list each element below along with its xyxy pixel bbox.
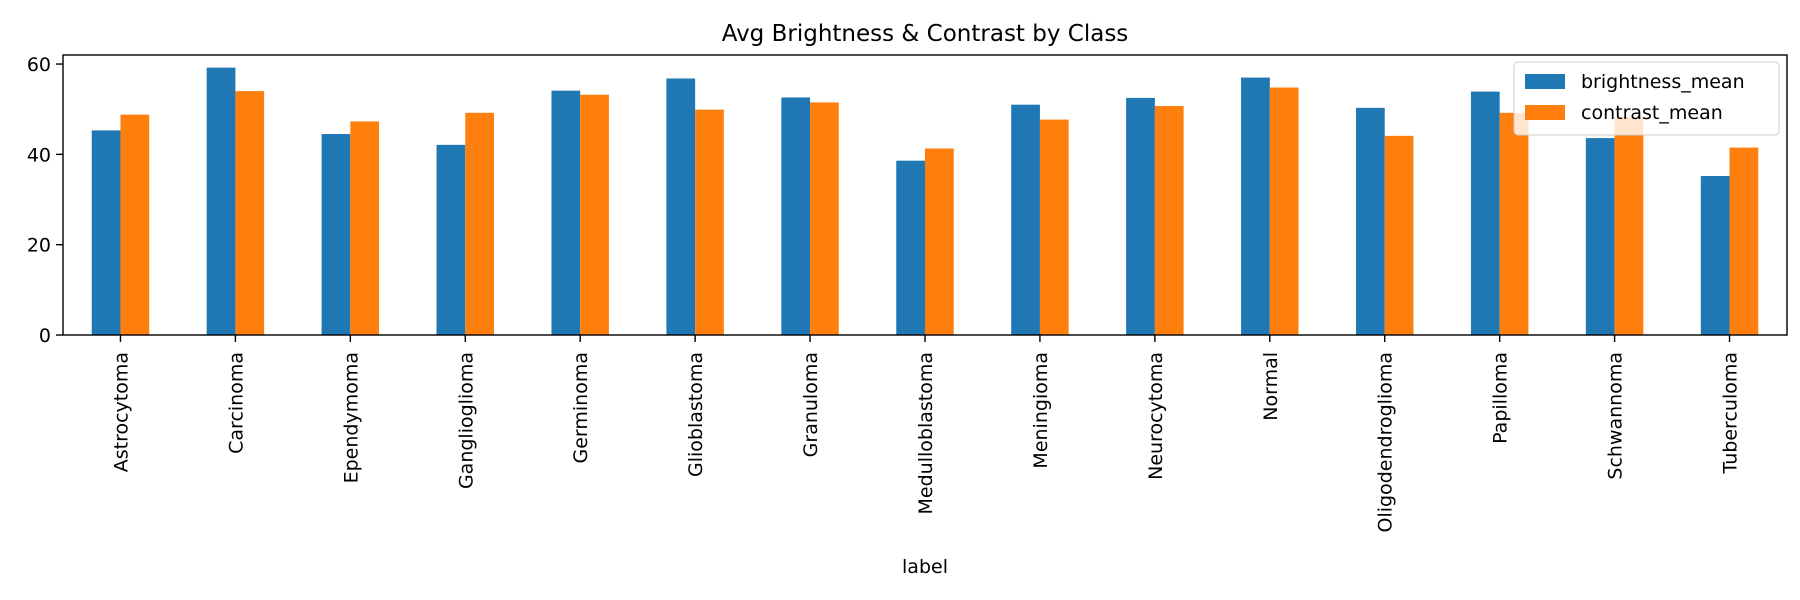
- x-tick-label: Granuloma: [800, 352, 822, 457]
- y-tick-label: 0: [39, 325, 51, 347]
- bar-brightness-mean: [1700, 176, 1730, 335]
- bar-contrast-mean: [120, 114, 150, 335]
- bar-contrast-mean: [235, 91, 265, 336]
- bar-contrast-mean: [1499, 112, 1529, 335]
- bar-contrast-mean: [580, 94, 609, 335]
- bar-brightness-mean: [666, 78, 696, 335]
- x-tick-label: Normal: [1260, 352, 1282, 421]
- x-tick-label: Ganglioglioma: [455, 352, 477, 489]
- bar-contrast-mean: [1269, 87, 1299, 335]
- y-tick-label: 60: [27, 54, 51, 76]
- x-tick-label: Neurocytoma: [1145, 352, 1167, 480]
- bar-contrast-mean: [1039, 119, 1069, 335]
- y-axis: 0 20 40 60: [27, 54, 63, 347]
- bar-brightness-mean: [321, 134, 351, 335]
- bar-brightness-mean: [1470, 91, 1500, 335]
- legend-swatch-contrast-mean: [1525, 105, 1565, 120]
- legend-swatch-brightness-mean: [1525, 74, 1565, 89]
- bar-brightness-mean: [1011, 104, 1040, 335]
- bar-brightness-mean: [1126, 97, 1155, 335]
- bars-layer: [91, 67, 1759, 336]
- chart-title: Avg Brightness & Contrast by Class: [722, 21, 1129, 47]
- x-tick-label: Meningioma: [1030, 352, 1052, 469]
- bar-brightness-mean: [551, 90, 581, 335]
- x-tick-label: Papilloma: [1490, 352, 1512, 444]
- x-tick-label: Medulloblastoma: [915, 352, 937, 514]
- x-tick-label: Carcinoma: [225, 352, 247, 454]
- bar-brightness-mean: [1585, 138, 1615, 335]
- x-tick-label: Oligodendroglioma: [1375, 352, 1397, 532]
- x-axis: Astrocytoma Carcinoma Ependymoma Gangliogli…: [110, 335, 1742, 532]
- bar-contrast-mean: [465, 112, 494, 335]
- bar-contrast-mean: [925, 148, 954, 335]
- bar-contrast-mean: [1614, 116, 1644, 335]
- legend-label-contrast-mean: contrast_mean: [1581, 102, 1723, 124]
- bar-brightness-mean: [781, 97, 811, 335]
- x-tick-label: Tuberculoma: [1720, 352, 1742, 474]
- legend-label-brightness-mean: brightness_mean: [1581, 71, 1745, 93]
- bar-contrast-mean: [1154, 106, 1184, 335]
- bar-contrast-mean: [350, 121, 380, 335]
- x-tick-label: Schwannoma: [1605, 352, 1627, 480]
- x-tick-label: Ependymoma: [340, 352, 362, 483]
- x-tick-label: Germinoma: [570, 352, 592, 464]
- bar-brightness-mean: [91, 130, 121, 335]
- bar-brightness-mean: [436, 144, 466, 335]
- x-axis-label: label: [902, 556, 948, 578]
- legend-box: [1513, 61, 1780, 136]
- bar-brightness-mean: [206, 67, 236, 335]
- bar-contrast-mean: [1384, 135, 1414, 335]
- y-tick-label: 20: [27, 235, 51, 257]
- bar-contrast-mean: [810, 102, 839, 335]
- bar-brightness-mean: [1356, 107, 1385, 335]
- y-tick-label: 40: [27, 144, 51, 166]
- x-tick-label: Astrocytoma: [110, 352, 132, 472]
- bar-brightness-mean: [896, 160, 925, 335]
- bar-contrast-mean: [695, 109, 724, 335]
- x-tick-label: Glioblastoma: [685, 352, 707, 477]
- bar-contrast-mean: [1729, 147, 1759, 335]
- legend: brightness_mean contrast_mean: [1513, 61, 1780, 136]
- bar-brightness-mean: [1241, 77, 1270, 336]
